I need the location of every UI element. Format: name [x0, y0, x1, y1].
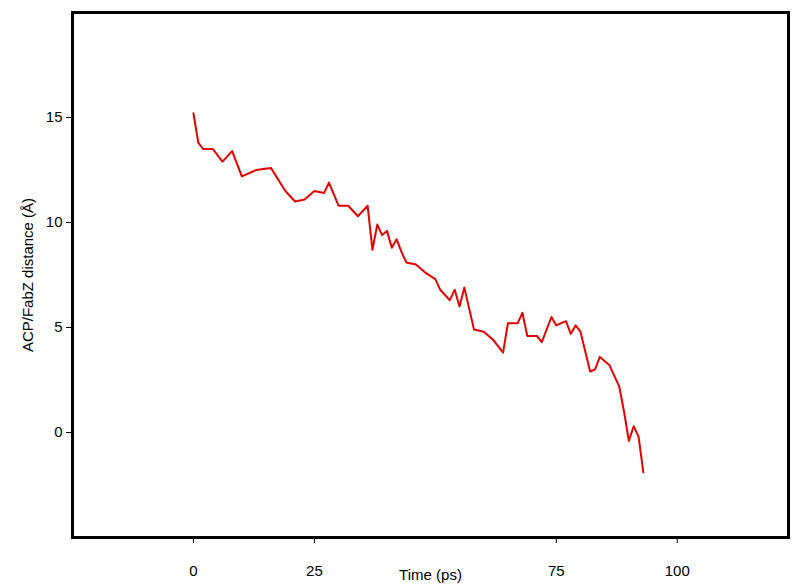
svg-text:0: 0: [54, 423, 62, 440]
svg-text:100: 100: [665, 562, 690, 579]
svg-text:15: 15: [46, 108, 63, 125]
svg-text:Time (ps): Time (ps): [399, 566, 462, 583]
svg-text:5: 5: [54, 318, 62, 335]
svg-text:ACP/FabZ distance (Å): ACP/FabZ distance (Å): [19, 198, 36, 352]
svg-text:75: 75: [548, 562, 565, 579]
svg-text:10: 10: [46, 213, 63, 230]
svg-text:25: 25: [306, 562, 323, 579]
svg-text:0: 0: [189, 562, 197, 579]
